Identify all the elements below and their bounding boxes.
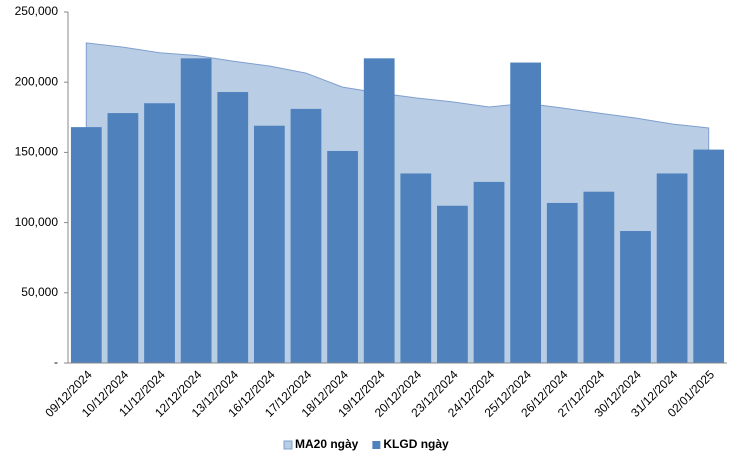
bar <box>693 149 725 363</box>
y-tick-label: 200,000 <box>15 74 59 88</box>
y-tick-label: 50,000 <box>21 285 58 299</box>
bar <box>363 58 395 363</box>
bar <box>327 150 358 363</box>
bar <box>180 58 212 363</box>
legend-swatch <box>372 441 381 449</box>
bar <box>144 103 175 363</box>
bar <box>290 108 322 363</box>
legend-label: MA20 ngày <box>295 437 359 451</box>
legend-label: KLGD ngày <box>383 437 449 451</box>
y-tick-label: 250,000 <box>15 4 59 18</box>
bar <box>400 173 432 363</box>
area <box>85 42 710 364</box>
bar <box>583 191 615 363</box>
bar <box>107 113 139 363</box>
bar <box>473 181 505 363</box>
bar <box>70 127 102 364</box>
bar <box>510 62 542 363</box>
legend-swatch <box>283 440 293 450</box>
bar <box>217 92 249 363</box>
bar <box>546 202 578 363</box>
y-tick-label: 150,000 <box>15 145 59 159</box>
y-tick-label: 100,000 <box>15 215 59 229</box>
bar <box>253 125 285 363</box>
bar <box>620 231 651 363</box>
bar <box>437 205 468 363</box>
y-tick-label: - <box>54 355 58 369</box>
bar <box>656 173 688 363</box>
